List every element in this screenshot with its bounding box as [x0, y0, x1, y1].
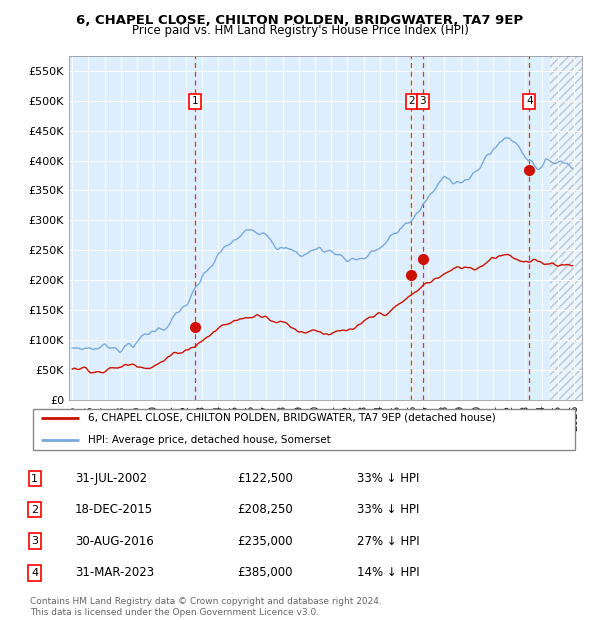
- Bar: [550, 56, 598, 400]
- Text: HPI: Average price, detached house, Somerset: HPI: Average price, detached house, Some…: [88, 435, 331, 445]
- Text: 6, CHAPEL CLOSE, CHILTON POLDEN, BRIDGWATER, TA7 9EP (detached house): 6, CHAPEL CLOSE, CHILTON POLDEN, BRIDGWA…: [88, 413, 496, 423]
- Text: 4: 4: [31, 568, 38, 578]
- Text: 18-DEC-2015: 18-DEC-2015: [75, 503, 153, 516]
- Text: 6, CHAPEL CLOSE, CHILTON POLDEN, BRIDGWATER, TA7 9EP: 6, CHAPEL CLOSE, CHILTON POLDEN, BRIDGWA…: [76, 14, 524, 27]
- Text: 1: 1: [191, 96, 198, 106]
- Text: 4: 4: [526, 96, 533, 106]
- Text: £385,000: £385,000: [237, 567, 293, 579]
- FancyBboxPatch shape: [33, 409, 575, 450]
- Text: 3: 3: [419, 96, 426, 106]
- Text: 33% ↓ HPI: 33% ↓ HPI: [357, 472, 419, 485]
- Text: 1: 1: [31, 474, 38, 484]
- Text: 30-AUG-2016: 30-AUG-2016: [75, 535, 154, 547]
- Text: £122,500: £122,500: [237, 472, 293, 485]
- Text: Price paid vs. HM Land Registry's House Price Index (HPI): Price paid vs. HM Land Registry's House …: [131, 24, 469, 37]
- Text: 27% ↓ HPI: 27% ↓ HPI: [357, 535, 419, 547]
- Text: £208,250: £208,250: [237, 503, 293, 516]
- Text: 31-MAR-2023: 31-MAR-2023: [75, 567, 154, 579]
- Bar: [550, 56, 598, 400]
- Text: 33% ↓ HPI: 33% ↓ HPI: [357, 503, 419, 516]
- Text: 2: 2: [408, 96, 415, 106]
- Text: 31-JUL-2002: 31-JUL-2002: [75, 472, 147, 485]
- Text: Contains HM Land Registry data © Crown copyright and database right 2024.
This d: Contains HM Land Registry data © Crown c…: [30, 598, 382, 617]
- Text: 2: 2: [31, 505, 38, 515]
- Text: 14% ↓ HPI: 14% ↓ HPI: [357, 567, 419, 579]
- Text: 3: 3: [31, 536, 38, 546]
- Text: £235,000: £235,000: [237, 535, 293, 547]
